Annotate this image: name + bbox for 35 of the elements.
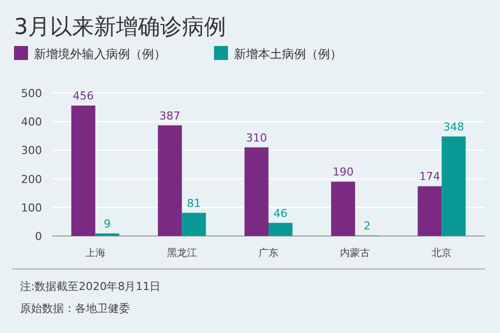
bar [268, 222, 292, 236]
text: 原始数据：各地卫健委 [20, 302, 130, 315]
bar [158, 125, 182, 236]
data-label: 9 [104, 217, 111, 230]
bar [71, 106, 96, 236]
data-label: 2 [364, 219, 371, 232]
legend-label: 新增本土病例（例） [234, 47, 342, 61]
y-tick-label: 100 [21, 201, 42, 214]
x-tick-label: 上海 [85, 247, 106, 259]
data-label: 387 [159, 109, 180, 122]
bar [182, 212, 206, 236]
bar [331, 182, 356, 236]
y-tick-label: 300 [21, 144, 42, 158]
y-tick-label: 400 [21, 116, 42, 129]
chart-title: 3月以来新增确诊病例 [14, 15, 226, 40]
bar [244, 147, 268, 236]
data-label: 456 [72, 90, 94, 103]
x-tick-label: 北京 [432, 247, 452, 259]
x-tick-label: 广东 [258, 247, 278, 259]
data-label: 46 [274, 206, 288, 220]
text: 注:数据截至2020年8月11日 [20, 280, 161, 293]
legend-label: 新增境外输入病例（例） [34, 47, 166, 61]
data-label: 81 [186, 196, 201, 210]
bar [95, 233, 120, 236]
x-tick-label: 内蒙古 [340, 247, 370, 259]
y-tick-label: 500 [21, 87, 42, 100]
data-label: 190 [332, 166, 354, 179]
data-label: 348 [443, 120, 464, 134]
data-label: 310 [246, 131, 267, 144]
y-tick-label: 200 [21, 172, 42, 186]
x-tick-label: 黑龙江 [166, 247, 197, 259]
data-label: 174 [419, 170, 440, 184]
bar [418, 186, 442, 236]
bar [442, 136, 466, 236]
y-tick-label: 0 [35, 230, 42, 243]
